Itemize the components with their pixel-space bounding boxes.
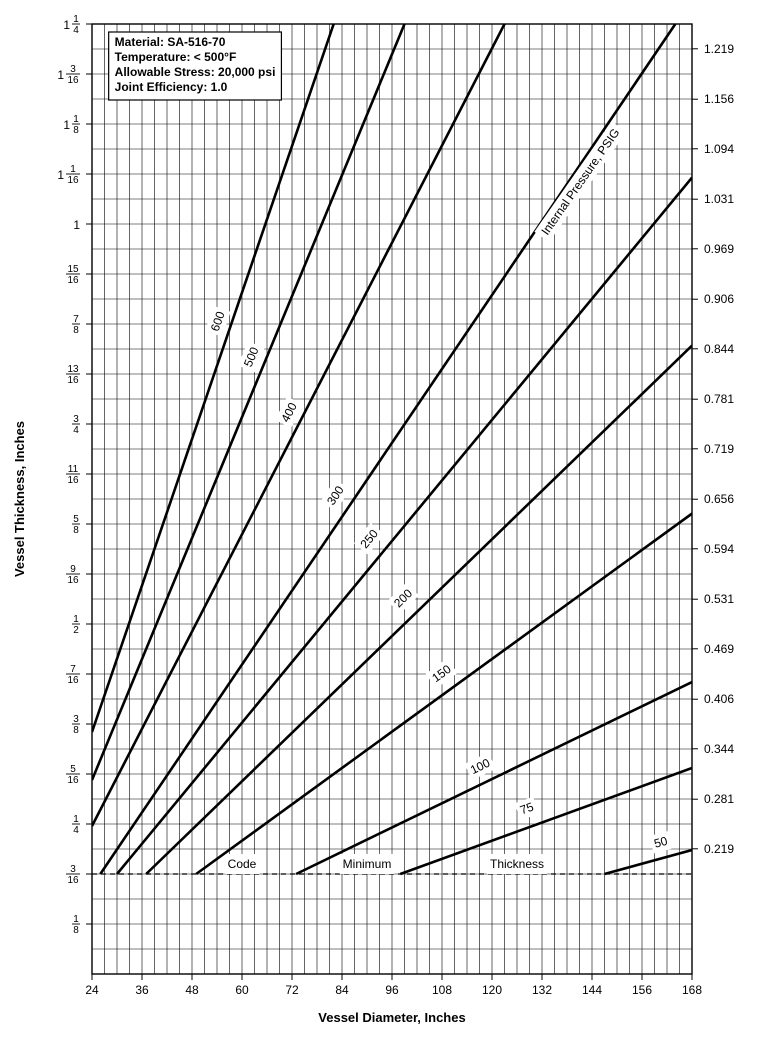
x-tick-label: 156 bbox=[632, 983, 652, 997]
y-tick-right: 1.094 bbox=[704, 142, 734, 156]
svg-text:1: 1 bbox=[57, 168, 64, 182]
svg-text:1: 1 bbox=[63, 18, 70, 32]
code-min-label: Minimum bbox=[343, 857, 392, 871]
y-tick-right: 0.406 bbox=[704, 692, 734, 706]
svg-text:1: 1 bbox=[63, 118, 70, 132]
svg-text:7: 7 bbox=[70, 664, 76, 675]
svg-text:4: 4 bbox=[73, 825, 79, 836]
svg-text:16: 16 bbox=[67, 875, 79, 886]
y-axis-label: Vessel Thickness, Inches bbox=[12, 421, 27, 577]
svg-text:8: 8 bbox=[73, 325, 79, 336]
y-tick-right: 0.906 bbox=[704, 292, 734, 306]
y-tick-right: 0.219 bbox=[704, 842, 734, 856]
y-tick-right: 1.219 bbox=[704, 42, 734, 56]
x-axis-label: Vessel Diameter, Inches bbox=[318, 1010, 465, 1025]
svg-text:8: 8 bbox=[73, 525, 79, 536]
x-tick-label: 108 bbox=[432, 983, 452, 997]
y-tick-left: 1316 bbox=[66, 364, 80, 386]
svg-text:15: 15 bbox=[67, 264, 79, 275]
y-tick-right: 0.719 bbox=[704, 442, 734, 456]
svg-text:1: 1 bbox=[73, 14, 79, 25]
svg-text:5: 5 bbox=[73, 514, 79, 525]
y-tick-right: 0.781 bbox=[704, 392, 734, 406]
svg-text:3: 3 bbox=[70, 64, 76, 75]
x-tick-label: 60 bbox=[235, 983, 249, 997]
x-tick-label: 168 bbox=[682, 983, 702, 997]
x-tick-label: 72 bbox=[285, 983, 299, 997]
x-tick-label: 36 bbox=[135, 983, 149, 997]
svg-text:8: 8 bbox=[73, 925, 79, 936]
y-tick-right: 0.656 bbox=[704, 492, 734, 506]
svg-text:16: 16 bbox=[67, 575, 79, 586]
y-tick-left: 1 bbox=[73, 218, 80, 232]
x-tick-label: 132 bbox=[532, 983, 552, 997]
svg-text:8: 8 bbox=[73, 125, 79, 136]
svg-text:16: 16 bbox=[67, 475, 79, 486]
x-tick-label: 96 bbox=[385, 983, 399, 997]
svg-text:16: 16 bbox=[67, 275, 79, 286]
y-tick-right: 0.469 bbox=[704, 642, 734, 656]
y-tick-left: 1516 bbox=[66, 264, 80, 286]
y-tick-left: 1116 bbox=[66, 464, 80, 486]
svg-text:16: 16 bbox=[67, 775, 79, 786]
x-tick-label: 24 bbox=[85, 983, 99, 997]
svg-text:1: 1 bbox=[70, 164, 76, 175]
svg-text:2: 2 bbox=[73, 625, 79, 636]
svg-text:1: 1 bbox=[57, 68, 64, 82]
svg-text:1: 1 bbox=[73, 114, 79, 125]
svg-text:5: 5 bbox=[70, 764, 76, 775]
y-tick-right: 1.156 bbox=[704, 92, 734, 106]
svg-text:16: 16 bbox=[67, 675, 79, 686]
svg-text:4: 4 bbox=[73, 425, 79, 436]
y-tick-right: 0.531 bbox=[704, 592, 734, 606]
svg-text:16: 16 bbox=[67, 375, 79, 386]
svg-text:13: 13 bbox=[67, 364, 79, 375]
x-tick-label: 144 bbox=[582, 983, 602, 997]
svg-text:Vessel Thickness, Inches: Vessel Thickness, Inches bbox=[12, 421, 27, 577]
svg-text:1: 1 bbox=[73, 914, 79, 925]
vessel-thickness-chart: 24364860728496108120132144156168Vessel D… bbox=[0, 0, 759, 1057]
svg-text:7: 7 bbox=[73, 314, 79, 325]
svg-text:1: 1 bbox=[73, 218, 80, 232]
svg-text:16: 16 bbox=[67, 175, 79, 186]
svg-text:Allowable Stress: 20,000 psi: Allowable Stress: 20,000 psi bbox=[115, 65, 276, 79]
svg-text:16: 16 bbox=[67, 75, 79, 86]
svg-text:1: 1 bbox=[73, 614, 79, 625]
x-tick-label: 84 bbox=[335, 983, 349, 997]
x-tick-label: 48 bbox=[185, 983, 199, 997]
y-tick-right: 0.281 bbox=[704, 792, 734, 806]
info-box: Material: SA-516-70Temperature: < 500°FA… bbox=[109, 32, 282, 100]
code-min-label: Code bbox=[228, 857, 257, 871]
y-tick-right: 0.969 bbox=[704, 242, 734, 256]
svg-text:Material: SA-516-70: Material: SA-516-70 bbox=[115, 35, 226, 49]
svg-text:3: 3 bbox=[73, 414, 79, 425]
y-tick-right: 1.031 bbox=[704, 192, 734, 206]
svg-text:1: 1 bbox=[73, 814, 79, 825]
y-tick-right: 0.344 bbox=[704, 742, 734, 756]
y-tick-right: 0.844 bbox=[704, 342, 734, 356]
svg-text:4: 4 bbox=[73, 25, 79, 36]
x-tick-label: 120 bbox=[482, 983, 502, 997]
code-min-label: Thickness bbox=[490, 857, 544, 871]
svg-text:3: 3 bbox=[70, 864, 76, 875]
svg-text:8: 8 bbox=[73, 725, 79, 736]
svg-text:9: 9 bbox=[70, 564, 76, 575]
y-tick-right: 0.594 bbox=[704, 542, 734, 556]
svg-text:Joint Efficiency: 1.0: Joint Efficiency: 1.0 bbox=[115, 80, 228, 94]
svg-text:Temperature: < 500°F: Temperature: < 500°F bbox=[115, 50, 237, 64]
svg-text:11: 11 bbox=[68, 464, 79, 475]
svg-text:3: 3 bbox=[73, 714, 79, 725]
